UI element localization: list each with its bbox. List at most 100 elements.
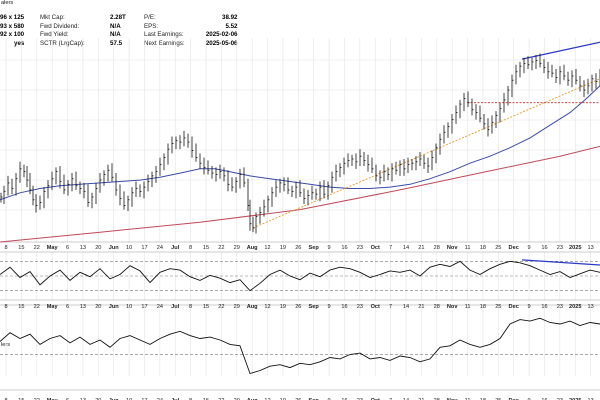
info-right-value-2: 2025-02-06 <box>205 31 238 39</box>
x-tick-label: 16 <box>541 398 547 400</box>
trendline <box>252 78 600 229</box>
x-tick-label: 10 <box>126 245 132 251</box>
x-tick-label: 20 <box>95 304 101 310</box>
x-tick-label: 18 <box>480 245 486 251</box>
x-tick-label: Sep <box>309 304 320 310</box>
x-tick-label: 2025 <box>569 304 581 310</box>
x-tick-label: 16 <box>541 304 547 310</box>
x-tick-label: 18 <box>480 304 486 310</box>
x-tick-label: 18 <box>480 398 486 400</box>
x-tick-label: Sep <box>309 398 320 400</box>
x-tick-label: 26 <box>295 398 301 400</box>
x-tick-label: Jul <box>171 398 180 400</box>
info-col-mid-values: 2.28T N/A N/A 57.5 <box>110 14 126 48</box>
x-tick-label: 26 <box>295 304 301 310</box>
x-tick-label: 10 <box>126 304 132 310</box>
x-tick-label: 8 <box>4 245 7 251</box>
x-tick-label: Nov <box>447 304 458 310</box>
chart-header-fragment: alers <box>1 0 13 7</box>
x-tick-label: Jun <box>109 304 120 310</box>
x-tick-label: 12 <box>264 245 270 251</box>
x-tick-label: 21 <box>418 245 424 251</box>
x-tick-label: Dec <box>509 398 519 400</box>
x-tick-label: 7 <box>389 398 392 400</box>
x-tick-label: 20 <box>95 398 101 400</box>
x-tick-label: Aug <box>247 304 258 310</box>
info-left-2: 92 x 100 <box>0 31 25 39</box>
info-mid-label-0: Mkt Cap: <box>40 14 65 21</box>
x-tick-label: 9 <box>528 304 531 310</box>
info-mid-label-3: SCTR (LrgCap): <box>40 39 85 47</box>
x-tick-label: 6 <box>66 398 69 400</box>
x-tick-label: 16 <box>341 398 347 400</box>
x-tick-label: 8 <box>189 398 192 400</box>
x-tick-label: 22 <box>218 304 224 310</box>
x-tick-label: 2025 <box>569 245 581 251</box>
x-tick-label: 21 <box>418 304 424 310</box>
info-col-mid-labels: Mkt Cap: Fwd Dividend: Fwd Yield: SCTR (… <box>40 14 85 48</box>
x-tick-label: 8 <box>4 398 7 400</box>
x-tick-label: 6 <box>66 245 69 251</box>
x-tick-label: 19 <box>280 245 286 251</box>
x-tick-label: 13 <box>587 398 593 400</box>
x-tick-label: Nov <box>447 398 458 400</box>
x-tick-label: 26 <box>295 245 301 251</box>
x-tick-label: 23 <box>557 304 563 310</box>
indicator-panel-1 <box>0 259 600 292</box>
x-tick-label: 22 <box>218 245 224 251</box>
x-tick-label: 14 <box>403 245 409 251</box>
lower-panels-layer <box>0 259 600 375</box>
x-tick-label: Jun <box>109 245 120 251</box>
x-tick-label: May <box>47 245 59 251</box>
x-tick-label: 8 <box>4 304 7 310</box>
x-tick-label: Aug <box>247 398 258 400</box>
x-tick-label: 28 <box>434 245 440 251</box>
x-tick-label: 28 <box>434 398 440 400</box>
x-tick-label: 2025 <box>569 398 581 400</box>
info-col-left: 96 x 125 93 x 580 92 x 100 yes <box>0 14 24 48</box>
x-tick-label: 13 <box>80 245 86 251</box>
x-tick-label: 23 <box>357 245 363 251</box>
x-axis-layer: 8 15 22 May 6 13 20 Jun 10 17 24 Jul 8 15 22 29 Aug 12 19 2… <box>4 245 593 400</box>
trendlines-layer <box>252 41 600 229</box>
x-tick-label: 7 <box>389 245 392 251</box>
info-right-label-1: EPS: <box>144 22 159 30</box>
info-left-3: yes <box>14 39 25 47</box>
indicator-line <box>0 317 600 375</box>
info-mid-value-2: N/A <box>110 31 121 39</box>
indicator-line <box>0 260 600 292</box>
x-tick-label: Aug <box>247 245 258 251</box>
x-tick-label: Nov <box>447 245 458 251</box>
x-tick-label: 9 <box>328 245 331 251</box>
info-mid-value-1: N/A <box>110 22 121 30</box>
x-tick-label: 17 <box>141 398 147 400</box>
x-tick-label: 22 <box>34 245 40 251</box>
x-tick-label: Jul <box>171 304 180 310</box>
x-tick-label: 22 <box>218 398 224 400</box>
x-tick-label: 15 <box>18 304 24 310</box>
x-tick-label: 28 <box>434 304 440 310</box>
x-tick-label: 25 <box>495 398 501 400</box>
x-tick-label: 10 <box>126 398 132 400</box>
info-mid-value-0: 2.28T <box>110 14 126 21</box>
x-tick-label: 12 <box>264 398 270 400</box>
x-tick-label: Oct <box>371 245 380 251</box>
x-tick-label: 21 <box>418 398 424 400</box>
price-bars-layer <box>0 53 600 234</box>
header-fragment-text: alers <box>1 0 14 6</box>
x-axis-labels-price: 8 15 22 May 6 13 20 Jun 10 17 24 Jul 8 15 22 29 Aug 12 19 2… <box>4 245 593 251</box>
info-left-0: 96 x 125 <box>0 14 25 21</box>
x-tick-label: 11 <box>465 245 471 251</box>
x-tick-label: Dec <box>509 245 519 251</box>
x-tick-label: 14 <box>403 398 409 400</box>
info-mid-label-2: Fwd Yield: <box>40 31 69 39</box>
info-mid-value-3: 57.5 <box>110 39 123 47</box>
x-tick-label: 13 <box>587 245 593 251</box>
x-tick-label: 14 <box>403 304 409 310</box>
info-left-1: 93 x 580 <box>0 22 25 30</box>
x-tick-label: 25 <box>495 245 501 251</box>
x-tick-label: 9 <box>328 398 331 400</box>
x-tick-label: 16 <box>341 304 347 310</box>
x-tick-label: 9 <box>528 245 531 251</box>
